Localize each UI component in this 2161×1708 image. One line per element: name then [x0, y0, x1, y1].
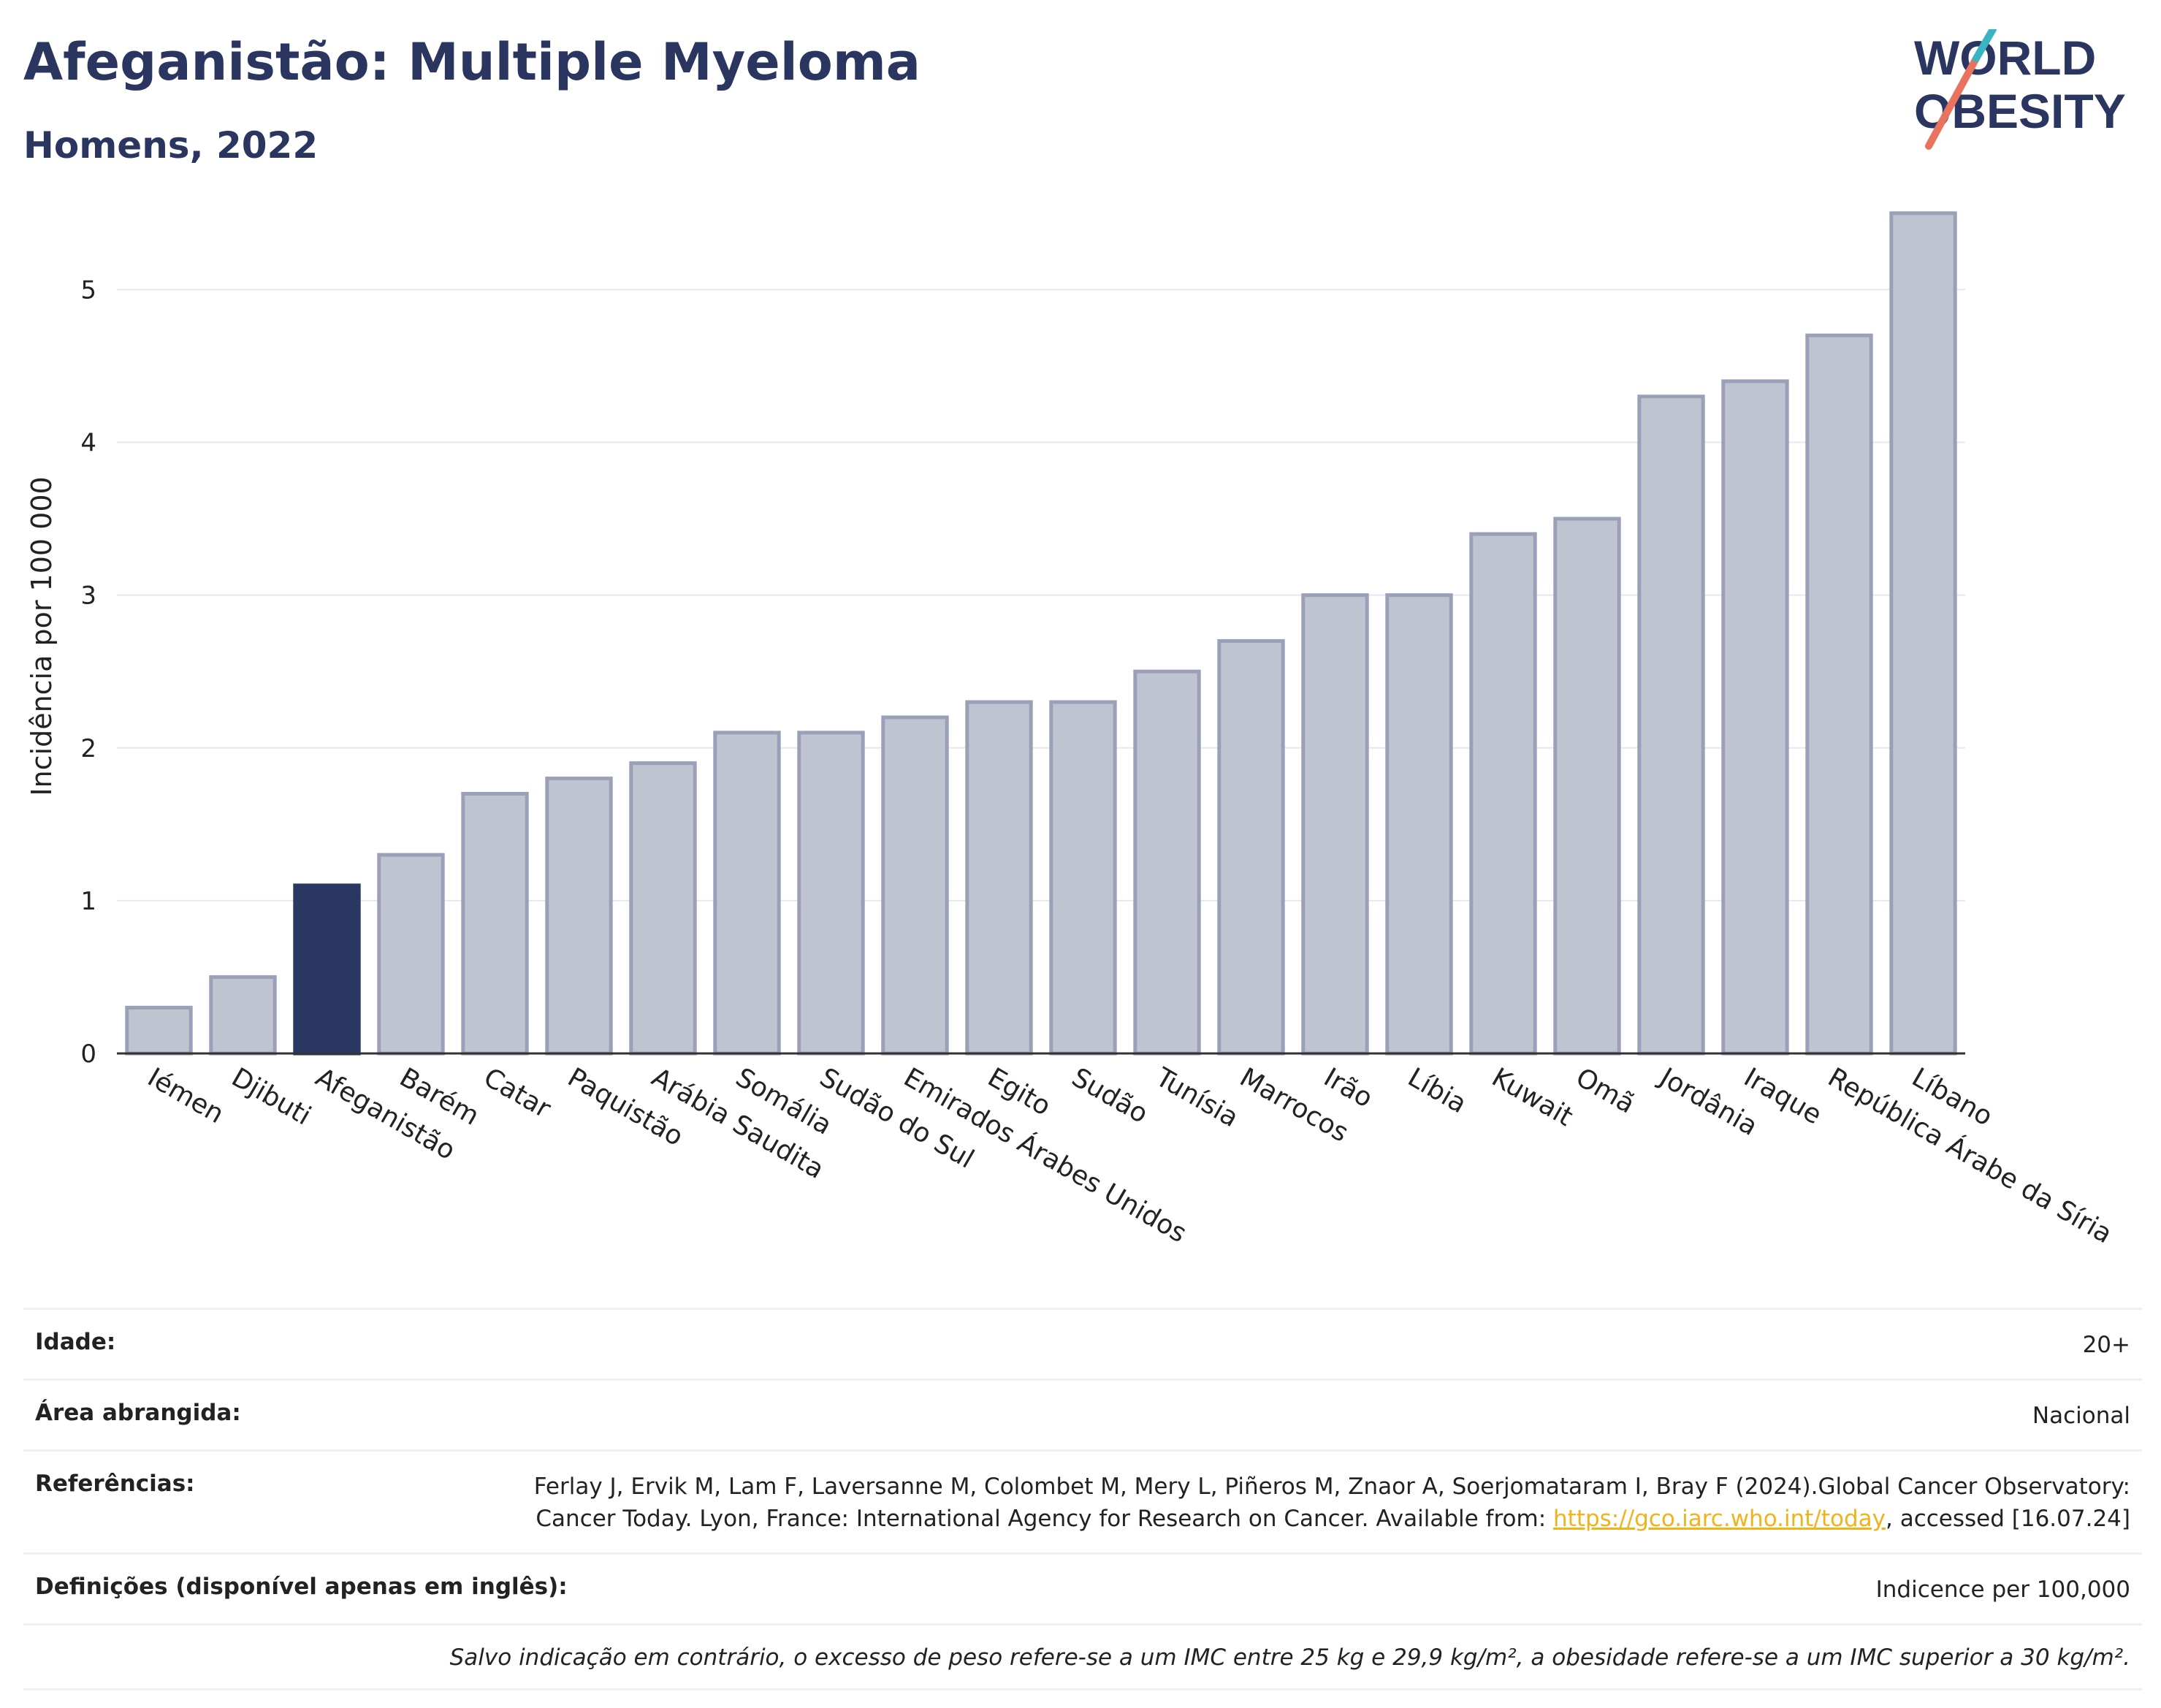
world-obesity-logo: WORLD OBESITY: [1914, 29, 2126, 150]
bar: [797, 731, 865, 1056]
x-tick-label: Omã: [1571, 1062, 1640, 1119]
bar: [377, 853, 445, 1056]
x-tick-label: Djibuti: [226, 1062, 316, 1131]
chart-title: Afeganistão: Multiple Myeloma: [23, 32, 921, 92]
definitions-label: Definições (disponível apenas em inglês)…: [35, 1574, 568, 1600]
area-value: Nacional: [2032, 1403, 2130, 1429]
logo-line1: WORLD: [1914, 31, 2096, 85]
x-tick-label: Líbia: [1403, 1062, 1471, 1119]
bar-chart: 0 1 2 3 4 5 Incidência por 100 000 IémenDjibuti…: [26, 211, 2117, 1249]
chart-subtitle: Homens, 2022: [23, 124, 319, 167]
bar: [125, 1005, 193, 1056]
bar: [1637, 394, 1705, 1056]
footnote: Salvo indicação em contrário, o excesso …: [23, 1623, 2142, 1690]
y-tick-label: 5: [80, 275, 96, 305]
x-tick-label: Jordânia: [1653, 1061, 1762, 1142]
references-label: Referências:: [35, 1471, 195, 1497]
y-tick-label: 2: [80, 734, 96, 763]
definitions-value: Indicence per 100,000: [1875, 1577, 2130, 1603]
bar: [209, 975, 277, 1056]
bar: [881, 715, 949, 1056]
bar: [1217, 638, 1285, 1056]
bar: [461, 791, 529, 1056]
bar: [545, 777, 613, 1056]
bar: [965, 700, 1033, 1056]
bar: [1889, 211, 1957, 1056]
age-label: Idade:: [35, 1329, 116, 1355]
age-value: 20+: [2082, 1332, 2130, 1358]
x-tick-label: Catar: [479, 1062, 556, 1124]
y-axis-label: Incidência por 100 000: [26, 476, 58, 796]
references-value: Ferlay J, Ervik M, Lam F, Laversanne M, …: [523, 1471, 2130, 1535]
bar: [293, 883, 361, 1056]
y-tick-label: 1: [80, 887, 96, 916]
bar: [1385, 593, 1453, 1056]
bar: [1469, 532, 1537, 1056]
references-text: Ferlay J, Ervik M, Lam F, Laversanne M, …: [533, 1473, 2130, 1532]
meta-row-age: Idade: 20+: [23, 1308, 2142, 1379]
y-tick-label: 0: [80, 1040, 96, 1069]
logo-slash-icon: [1925, 55, 1980, 150]
bar: [1721, 379, 1789, 1056]
x-tick-label: Kuwait: [1487, 1062, 1578, 1132]
metadata-table: Idade: 20+ Área abrangida: Nacional Refe…: [23, 1308, 2142, 1690]
references-link[interactable]: https://gco.iarc.who.int/today: [1553, 1506, 1886, 1532]
meta-row-area: Área abrangida: Nacional: [23, 1379, 2142, 1449]
bar: [1805, 333, 1873, 1056]
y-tick-label: 3: [80, 582, 96, 611]
meta-row-definitions: Definições (disponível apenas em inglês)…: [23, 1552, 2142, 1623]
area-label: Área abrangida:: [35, 1400, 241, 1426]
x-tick-label: Irão: [1319, 1062, 1378, 1113]
references-tail: , accessed [16.07.24]: [1885, 1506, 2130, 1532]
x-tick-label: Iémen: [142, 1062, 229, 1129]
bar: [1553, 516, 1621, 1056]
x-tick-label: Sudão: [1067, 1062, 1153, 1129]
bar: [629, 761, 697, 1056]
bar: [1133, 669, 1201, 1056]
y-tick-label: 4: [80, 429, 96, 458]
logo-slash-accent-icon: [1973, 29, 1997, 62]
x-tick-label: Tunísia: [1150, 1062, 1243, 1133]
bar: [1049, 700, 1117, 1056]
bar: [1301, 593, 1369, 1056]
meta-row-references: Referências: Ferlay J, Ervik M, Lam F, L…: [23, 1449, 2142, 1552]
bar: [713, 731, 781, 1056]
